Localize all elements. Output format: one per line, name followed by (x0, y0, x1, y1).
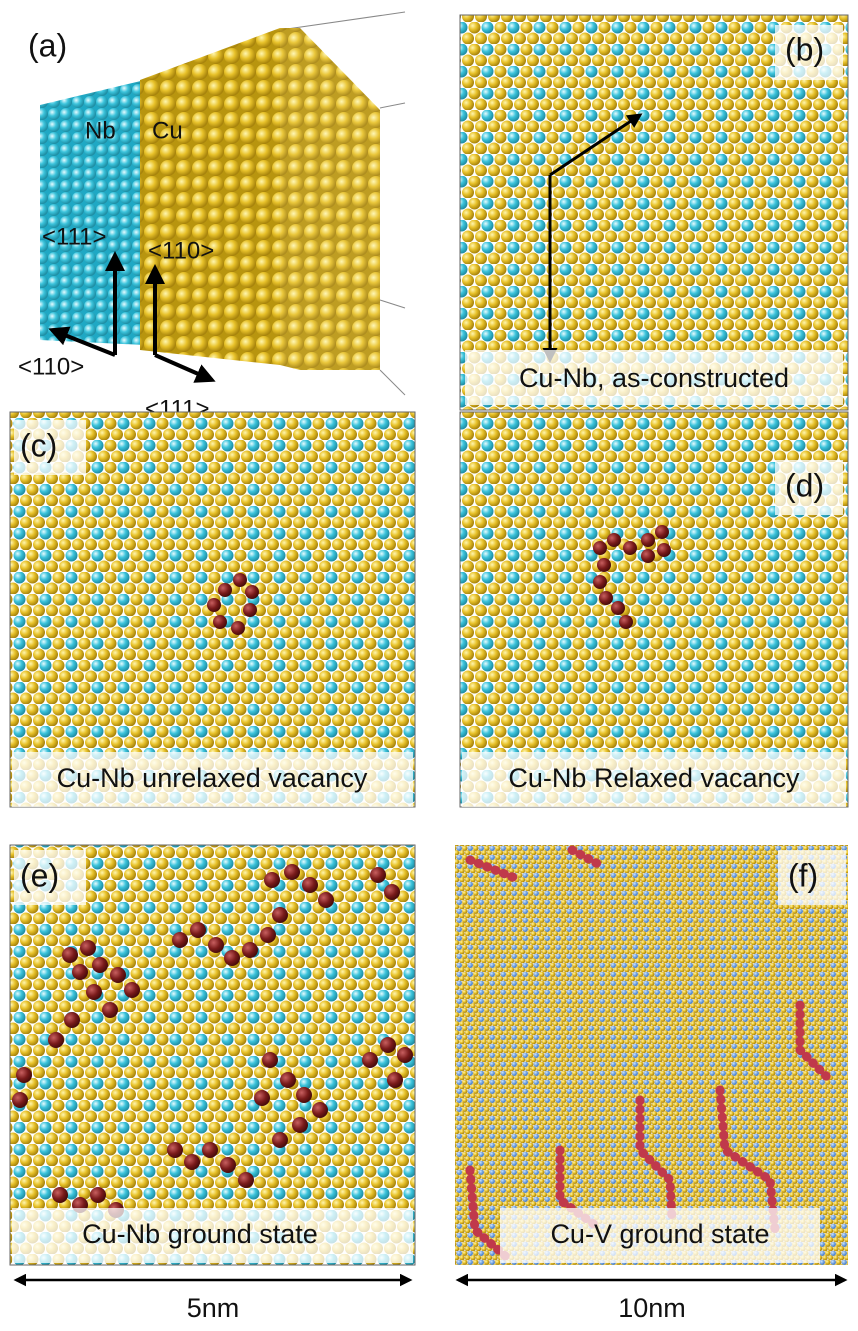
caption: Cu-Nb Relaxed vacancy (508, 763, 800, 793)
cu-block (140, 28, 280, 365)
axis-label: <111> (42, 223, 107, 250)
guide-line (380, 103, 405, 108)
scale-label: 5nm (187, 1293, 240, 1323)
axis-arrow (155, 355, 212, 380)
material-label: Cu (152, 117, 183, 144)
caption: Cu-Nb unrelaxed vacancy (57, 763, 368, 793)
panel-f: (f) Cu-V ground state (455, 845, 848, 1265)
material-label: Nb (85, 117, 116, 144)
panel-d: (d) Cu-Nb Relaxed vacancy (460, 412, 848, 807)
axis-label: <110> (148, 237, 214, 264)
panel-e: (e) Cu-Nb ground state (10, 845, 415, 1265)
axis-label: <110> (18, 353, 84, 380)
caption: Cu-Nb ground state (82, 1219, 318, 1249)
guide-line (280, 12, 405, 30)
panel-label: (d) (785, 467, 824, 503)
panel-label: (b) (785, 31, 824, 67)
figure: (a) Nb Cu <111> <110> <110> <111> (b) Cu… (0, 0, 858, 1331)
panel-c: (c) Cu-Nb unrelaxed vacancy (10, 412, 415, 807)
scale-label: 10nm (618, 1293, 686, 1323)
panel-a: (a) Nb Cu <111> <110> <110> <111> (18, 12, 405, 422)
guide-line (380, 370, 405, 395)
panel-b: (b) Cu-Nb, as-constructed (460, 15, 848, 410)
atom-view (10, 845, 415, 1265)
panel-label: (f) (788, 857, 818, 893)
panel-label: (e) (20, 857, 59, 893)
panel-label: (a) (28, 27, 67, 63)
caption: Cu-V ground state (550, 1219, 769, 1249)
panel-label: (c) (20, 427, 57, 463)
caption: Cu-Nb, as-constructed (519, 363, 789, 393)
cu-side (280, 28, 380, 370)
atom-view (455, 845, 848, 1265)
guide-line (380, 300, 405, 308)
